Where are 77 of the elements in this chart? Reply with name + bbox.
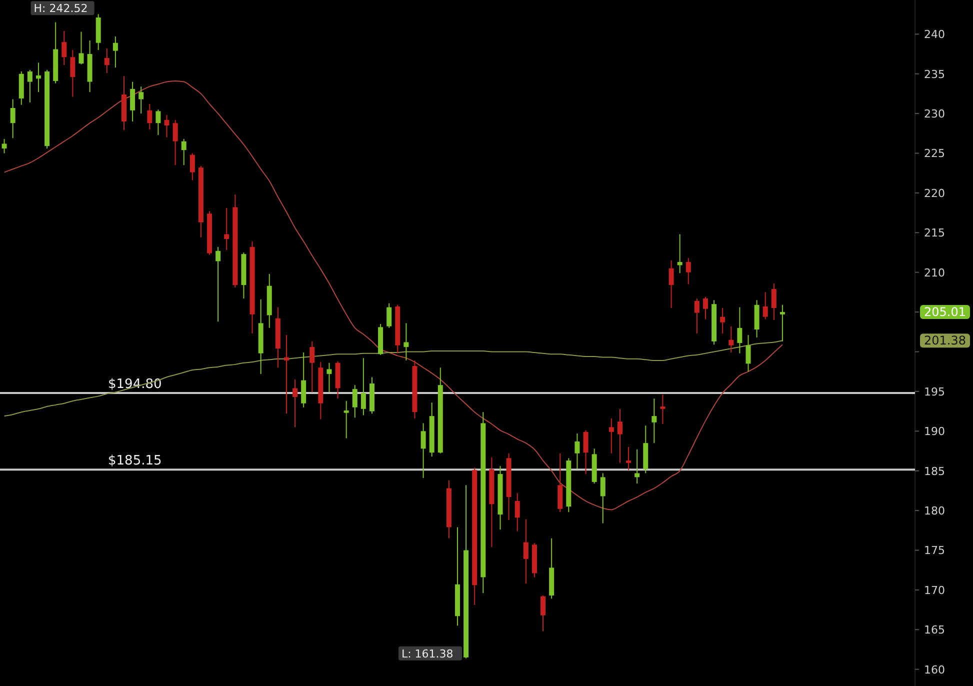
candlestick — [344, 400, 349, 439]
candlestick — [2, 138, 7, 154]
candlestick — [36, 62, 41, 93]
candlestick — [771, 282, 776, 320]
y-tick-label: 175 — [924, 544, 945, 558]
text: 205.01 — [924, 304, 966, 319]
candlestick — [677, 234, 682, 274]
y-tick-label: 190 — [924, 425, 945, 438]
candlestick — [78, 31, 84, 65]
candlestick — [292, 379, 298, 428]
candlestick — [138, 86, 144, 114]
candlestick — [558, 452, 563, 513]
candlestick — [720, 308, 726, 334]
candlestick — [762, 292, 768, 320]
y-tick-label: 230 — [924, 108, 945, 121]
candlestick — [728, 326, 734, 354]
candlestick — [600, 472, 606, 524]
candlestick — [156, 109, 161, 136]
candlestick — [514, 492, 520, 532]
candlestick — [780, 304, 785, 342]
candlestick — [27, 69, 32, 103]
line-series — [4, 80, 783, 510]
text: 201.38 — [924, 334, 966, 348]
candlestick — [352, 384, 358, 418]
candlestick — [181, 138, 186, 166]
candlestick — [224, 208, 230, 251]
candlestick — [523, 518, 528, 584]
y-tick-label: 185 — [924, 464, 945, 478]
y-tick-label: 210 — [924, 266, 945, 280]
y-tick-label: 225 — [924, 147, 945, 160]
candlestick — [386, 302, 392, 328]
candlestick — [746, 334, 751, 372]
candlestick — [608, 418, 614, 454]
y-tick-label: 215 — [924, 226, 945, 240]
candlestick — [702, 296, 708, 320]
candlestick — [660, 394, 666, 424]
candlestick — [694, 298, 700, 334]
candlestick — [112, 36, 118, 68]
candlestick — [172, 119, 178, 166]
candlestick — [310, 340, 315, 393]
candlestick — [190, 152, 195, 181]
candlestick — [668, 260, 674, 309]
candlestick — [62, 30, 67, 66]
candlestick — [583, 430, 588, 475]
y-tick-label: 235 — [924, 68, 945, 81]
y-tick-label: 195 — [924, 385, 945, 398]
annotation: H: 242.52 — [34, 2, 88, 16]
candlestick — [626, 446, 632, 471]
candlestick — [737, 306, 742, 354]
y-tick-label: 180 — [924, 504, 945, 518]
candlestick — [216, 246, 221, 322]
candlestick — [130, 81, 136, 122]
candlestick — [104, 48, 110, 74]
candlestick — [540, 594, 546, 632]
candlestick — [652, 398, 657, 444]
y-tick-label: 160 — [924, 663, 945, 676]
candlestick — [420, 422, 426, 478]
y-tick-label: 220 — [924, 186, 945, 200]
ref-line-label: $185.15 — [108, 454, 162, 469]
candlestick — [301, 352, 306, 408]
candlestick — [360, 358, 366, 416]
candlestick — [284, 334, 289, 414]
y-tick-label: 165 — [924, 624, 945, 637]
annotation: L: 161.38 — [401, 647, 454, 660]
candlestick — [634, 448, 640, 484]
candlestick — [686, 258, 691, 285]
candlestick — [617, 408, 622, 464]
y-tick-label: 240 — [924, 28, 945, 42]
candlestick — [164, 114, 170, 138]
candlestick — [10, 98, 16, 139]
candlestick — [147, 104, 152, 130]
candlestick — [404, 322, 409, 361]
candlestick — [70, 50, 76, 98]
y-tick-label: 170 — [924, 584, 945, 597]
line-series — [4, 340, 783, 417]
candlestick — [326, 362, 332, 393]
candlestick — [574, 433, 580, 470]
